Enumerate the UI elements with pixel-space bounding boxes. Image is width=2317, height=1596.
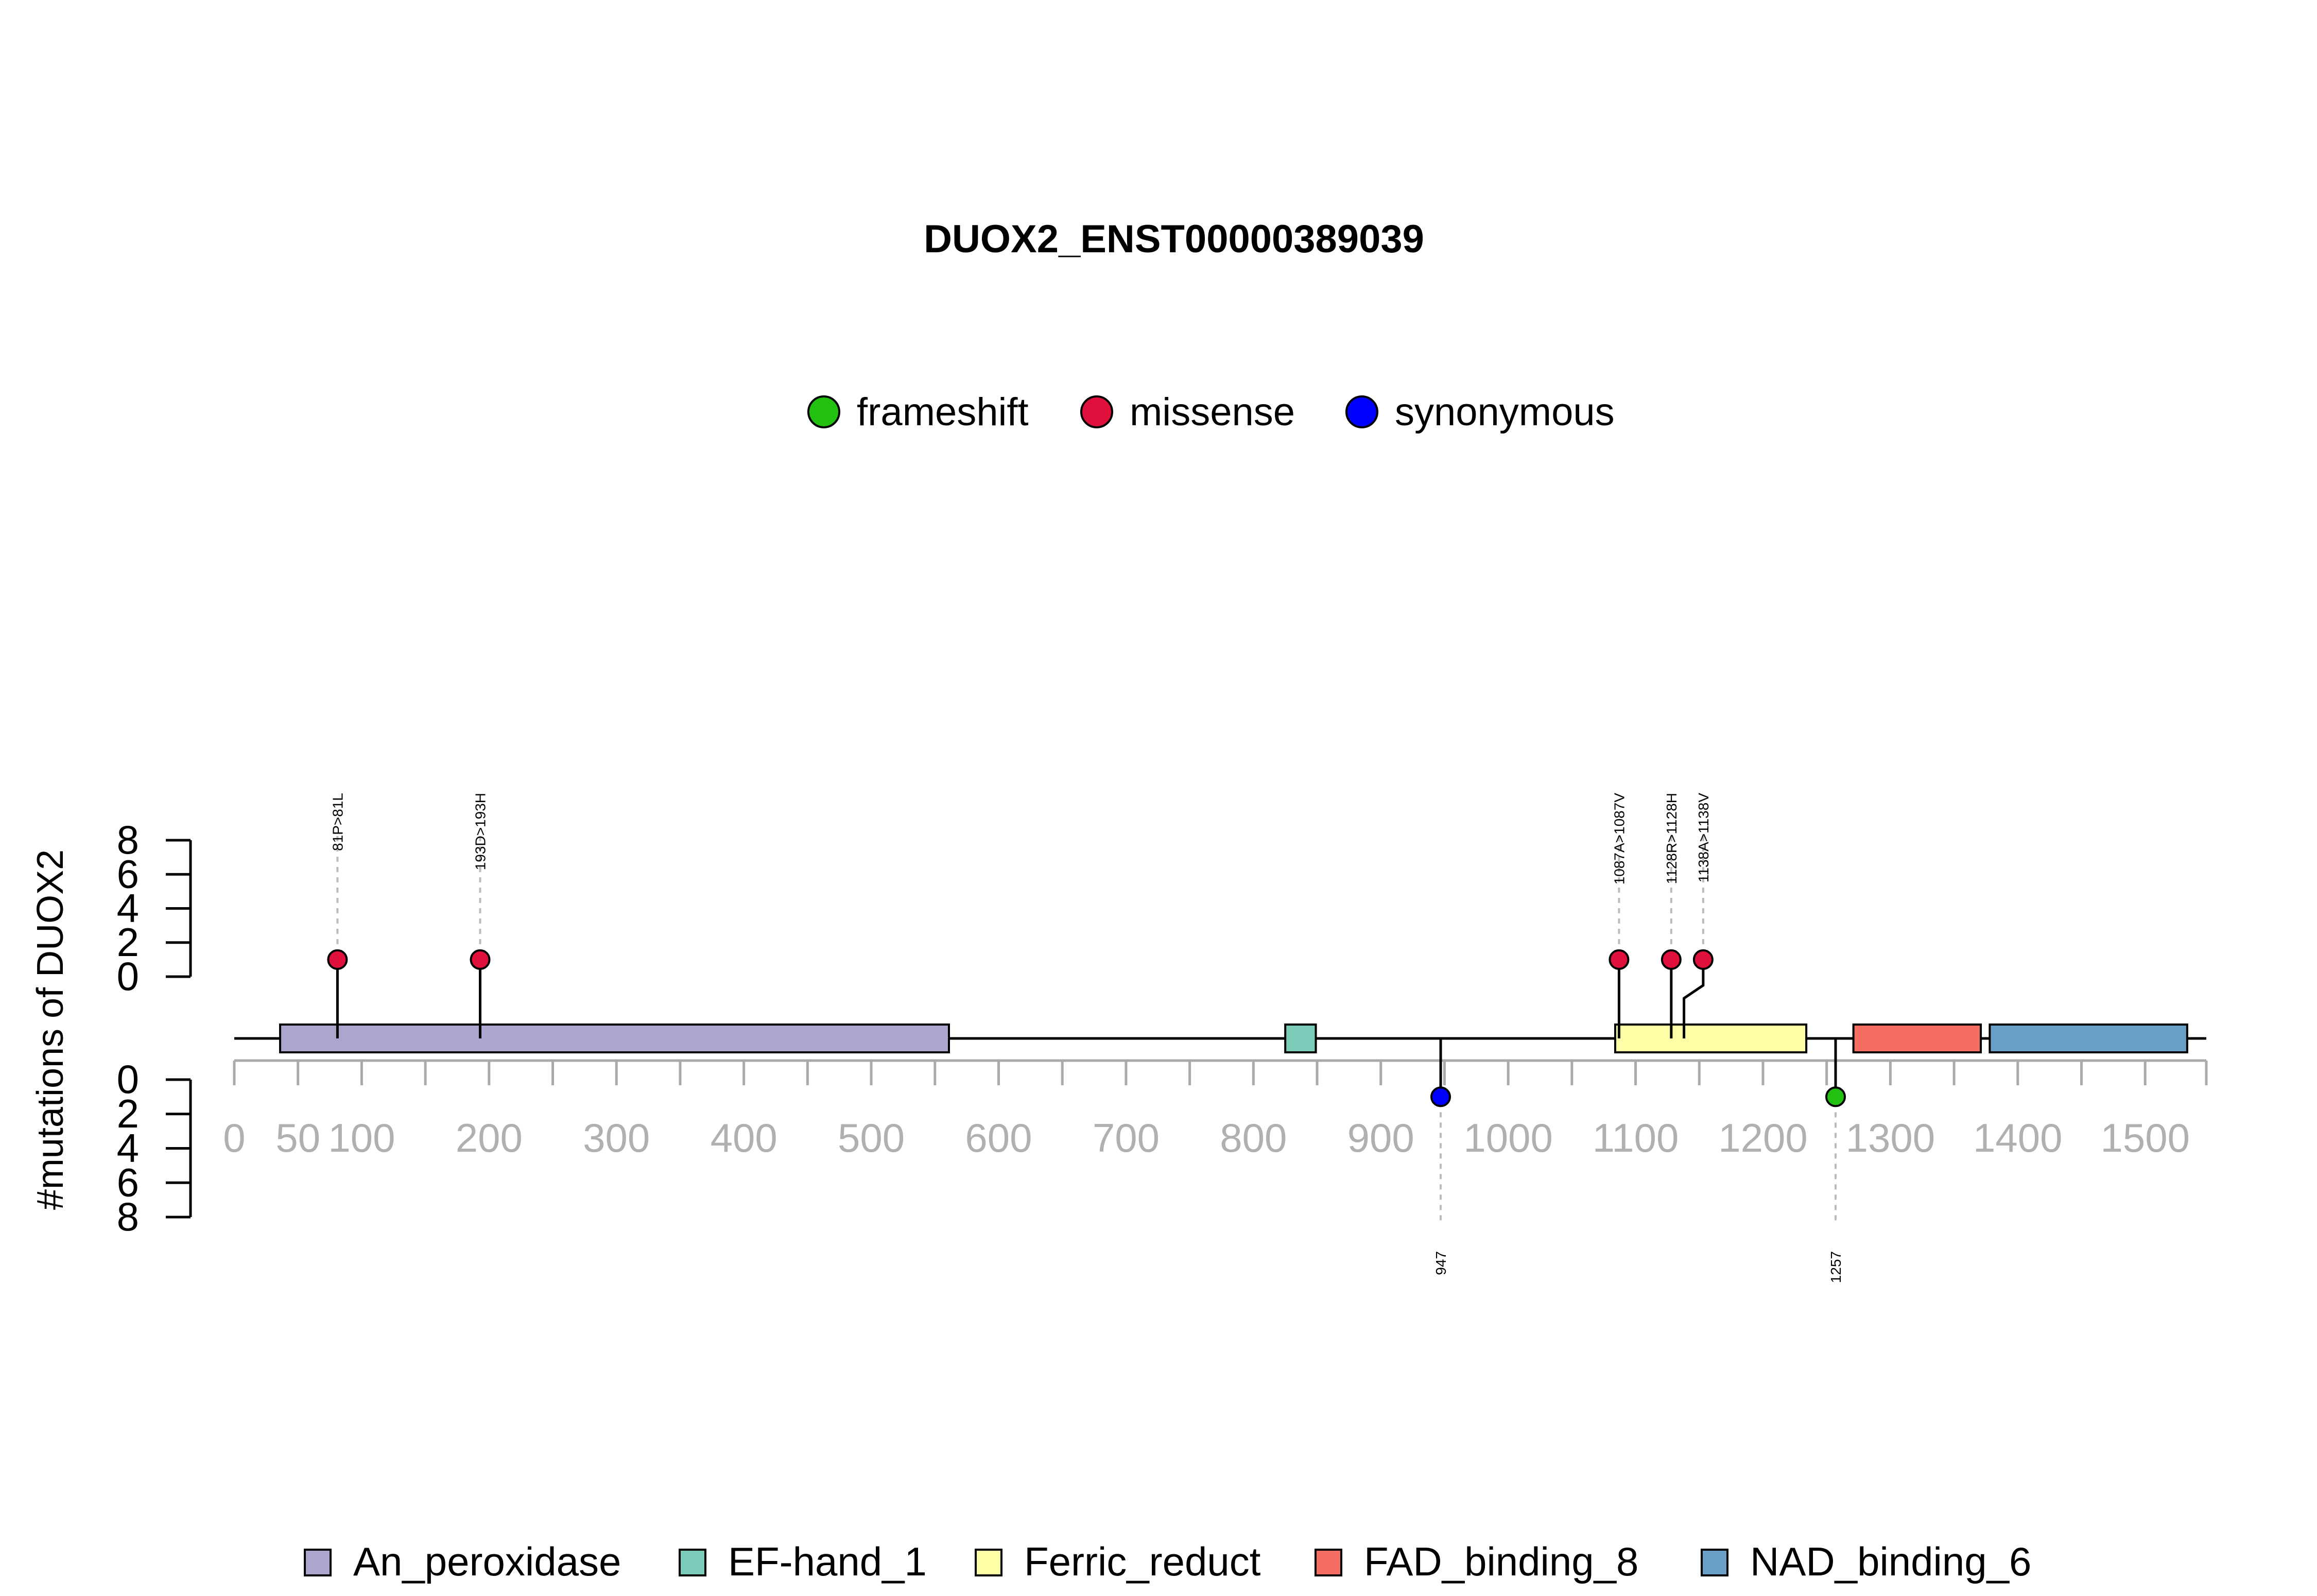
y-tick-label-lower: 2 bbox=[117, 1091, 139, 1136]
legend-label-EF-hand_1: EF-hand_1 bbox=[728, 1539, 927, 1584]
legend-swatch-FAD_binding_8 bbox=[1315, 1549, 1342, 1576]
y-tick-label-lower: 6 bbox=[117, 1159, 139, 1205]
lollipop-head-missense bbox=[1692, 949, 1714, 970]
mutation-lollipops: 81P>81L 193D>193H 1087A>1087V 1128R>1128H 11… bbox=[327, 793, 1846, 1283]
domain-EF-hand_1 bbox=[1284, 1023, 1317, 1053]
y-tick-label-upper: 2 bbox=[117, 920, 139, 965]
mutation-label: 1138A>1138V bbox=[1696, 793, 1711, 882]
y-tick-label-lower: 4 bbox=[117, 1125, 139, 1171]
legend-label-NAD_binding_6: NAD_binding_6 bbox=[1750, 1539, 2031, 1584]
x-tick-label: 1000 bbox=[1463, 1115, 1553, 1160]
lollipop-head-synonymous bbox=[1430, 1086, 1451, 1107]
x-tick-label: 100 bbox=[328, 1115, 395, 1160]
domain-legend: An_peroxidase EF-hand_1 Ferric_reduct FAD_b… bbox=[304, 1539, 2031, 1584]
x-tick-label: 700 bbox=[1093, 1115, 1160, 1160]
protein-domains bbox=[234, 1023, 2206, 1053]
mutation-label: 81P>81L bbox=[330, 793, 345, 851]
legend-marker-synonymous bbox=[1345, 395, 1378, 428]
domain-NAD_binding_6 bbox=[1989, 1023, 2188, 1053]
legend-swatch-EF-hand_1 bbox=[679, 1549, 706, 1576]
mutation-label: 1128R>1128H bbox=[1664, 793, 1680, 884]
y-tick-label-upper: 0 bbox=[117, 953, 139, 999]
x-tick-label: 1200 bbox=[1718, 1115, 1808, 1160]
legend-swatch-An_peroxidase bbox=[304, 1549, 332, 1576]
legend-marker-missense bbox=[1080, 395, 1113, 428]
y-axis-label: #mutations of DUOX2 bbox=[30, 849, 71, 1210]
legend-label-missense: missense bbox=[1130, 390, 1295, 434]
domain-An_peroxidase bbox=[279, 1023, 950, 1053]
x-tick-label: 500 bbox=[838, 1115, 905, 1160]
lollipop-head-missense bbox=[1609, 949, 1630, 970]
mutation-label: 947 bbox=[1433, 1251, 1449, 1275]
legend-swatch-NAD_binding_6 bbox=[1701, 1549, 1728, 1576]
lollipop-head-missense bbox=[470, 949, 491, 970]
x-tick-label: 200 bbox=[456, 1115, 523, 1160]
x-tick-label: 1300 bbox=[1846, 1115, 1935, 1160]
legend-label-frameshift: frameshift bbox=[857, 390, 1029, 434]
x-tick-label: 0 bbox=[223, 1115, 245, 1160]
y-tick-label-lower: 8 bbox=[117, 1194, 139, 1239]
legend-label-An_peroxidase: An_peroxidase bbox=[353, 1539, 621, 1584]
mutation-label: 1257 bbox=[1828, 1251, 1844, 1283]
y-tick-label-upper: 4 bbox=[117, 886, 139, 931]
lollipop-stem bbox=[1683, 959, 1705, 1038]
legend-swatch-Ferric_reduct bbox=[975, 1549, 1002, 1576]
domain-FAD_binding_8 bbox=[1852, 1023, 1982, 1053]
lollipop-head-missense bbox=[1661, 949, 1682, 970]
x-tick-label: 300 bbox=[583, 1115, 650, 1160]
mutation-type-legend: frameshift missense synonymous bbox=[807, 390, 1615, 434]
x-tick-label: 600 bbox=[965, 1115, 1032, 1160]
y-tick-label-upper: 6 bbox=[117, 851, 139, 896]
mutation-label: 1087A>1087V bbox=[1611, 793, 1627, 885]
domain-Ferric_reduct bbox=[1614, 1023, 1808, 1053]
axes: 0 50 100 200 300 400 500 600 700 800 900 1000 1100 12… bbox=[117, 817, 2208, 1239]
legend-label-FAD_binding_8: FAD_binding_8 bbox=[1364, 1539, 1638, 1584]
x-tick-label: 1100 bbox=[1593, 1115, 1679, 1160]
chart-title: DUOX2_ENST00000389039 bbox=[924, 217, 1424, 261]
x-tick-label: 400 bbox=[711, 1115, 777, 1160]
legend-label-synonymous: synonymous bbox=[1395, 390, 1615, 434]
mutation-label: 193D>193H bbox=[473, 793, 489, 870]
legend-label-Ferric_reduct: Ferric_reduct bbox=[1024, 1539, 1261, 1584]
lollipop-head-missense bbox=[327, 949, 348, 970]
x-tick-label: 50 bbox=[275, 1115, 320, 1160]
y-tick-label-upper: 8 bbox=[117, 817, 139, 862]
x-tick-label: 900 bbox=[1347, 1115, 1414, 1160]
x-tick-label: 1500 bbox=[2100, 1115, 2190, 1160]
x-tick-label: 1400 bbox=[1973, 1115, 2063, 1160]
y-tick-label-lower: 0 bbox=[117, 1056, 139, 1102]
x-tick-label: 800 bbox=[1220, 1115, 1287, 1160]
lollipop-head-frameshift bbox=[1825, 1086, 1846, 1107]
legend-marker-frameshift bbox=[807, 395, 840, 428]
